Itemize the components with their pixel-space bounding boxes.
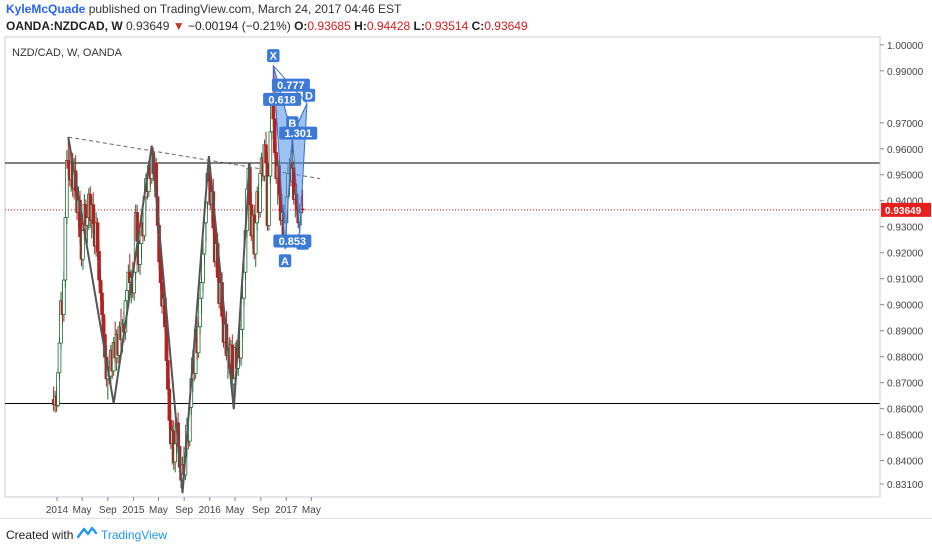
tradingview-brand-link[interactable]: TradingView <box>101 528 168 542</box>
high-label: H: <box>354 19 367 33</box>
harmonic-point-b-label: B <box>288 118 296 130</box>
harmonic-ratio-label: 1.301 <box>284 128 312 140</box>
close-label: C: <box>471 19 485 33</box>
y-tick-label: 0.84000 <box>887 457 924 468</box>
y-tick-label: 0.92000 <box>887 249 924 260</box>
open-label: O: <box>294 19 308 33</box>
author-link[interactable]: KyleMcQuade <box>6 2 86 16</box>
y-tick-label: 1.00000 <box>887 41 924 52</box>
y-tick-label: 0.83100 <box>887 480 924 491</box>
harmonic-point-d-label-bg <box>302 88 316 102</box>
candle-body <box>300 208 305 211</box>
footer-bar: Created with TradingView <box>0 518 932 551</box>
harmonic-ratio-label: 0.618 <box>268 94 296 106</box>
x-tick-label: 2016 <box>199 505 222 516</box>
last-price-badge <box>881 202 931 217</box>
y-tick-label: 0.91000 <box>887 275 924 286</box>
harmonic-ratio-label-bg <box>279 126 318 140</box>
y-tick-label: 0.87000 <box>887 379 924 390</box>
harmonic-ratio-label-bg <box>271 78 310 92</box>
last-price-badge-label: 0.93649 <box>885 206 922 217</box>
y-tick-label: 0.95000 <box>887 171 924 182</box>
harmonic-point-a-label-bg <box>278 254 292 268</box>
x-tick-label: 2015 <box>122 505 145 516</box>
created-with-text: Created with <box>6 528 74 542</box>
y-tick-label: 0.93000 <box>887 223 924 234</box>
y-tick-label: 0.85000 <box>887 431 924 442</box>
harmonic-ratio-label-bg <box>263 92 302 106</box>
y-tick-label: 0.90000 <box>887 301 924 312</box>
y-tick-label: 0.88000 <box>887 353 924 364</box>
y-tick-label: 0.96000 <box>887 145 924 156</box>
x-tick-label: May <box>73 505 92 516</box>
close-value: 0.93649 <box>484 19 528 33</box>
x-tick-label: May <box>226 505 245 516</box>
x-tick-label: May <box>302 505 321 516</box>
harmonic-point-x-label-bg <box>267 49 280 63</box>
open-value: 0.93685 <box>307 19 351 33</box>
symbol-label: OANDA:NZDCAD, W <box>6 19 123 33</box>
down-arrow-icon: ▼ <box>172 19 185 33</box>
harmonic-point-x-label: X <box>270 51 278 63</box>
harmonic-ratio-label: 0.853 <box>279 236 307 248</box>
y-tick-label: 0.94000 <box>887 197 924 208</box>
y-tick-label: 0.99000 <box>887 67 924 78</box>
publish-text: published on TradingView.com, March 24, … <box>88 2 402 16</box>
x-tick-label: Sep <box>175 505 193 516</box>
chart-title: NZD/CAD, W, OANDA <box>12 47 123 59</box>
last-price: 0.93649 <box>126 19 170 33</box>
x-tick-label: 2014 <box>46 505 69 516</box>
price-chart[interactable]: NZD/CAD, W, OANDA XABCD0.6180.7771.3010.… <box>0 0 932 518</box>
y-tick-label: 0.89000 <box>887 327 924 338</box>
publish-info: KyleMcQuade published on TradingView.com… <box>6 2 401 16</box>
zigzag-pattern-line[interactable] <box>67 136 251 494</box>
harmonic-point-d-label: D <box>305 90 313 102</box>
harmonic-ratio-label: 0.777 <box>277 80 305 92</box>
price-change: −0.00194 (−0.21%) <box>187 19 291 33</box>
harmonic-ratio-label-bg <box>273 234 312 248</box>
ohlc-legend: OANDA:NZDCAD, W 0.93649 ▼ −0.00194 (−0.2… <box>6 19 528 33</box>
high-value: 0.94428 <box>366 19 411 33</box>
x-tick-label: Sep <box>99 505 117 516</box>
harmonic-point-b-label-bg <box>286 116 299 130</box>
low-label: L: <box>413 19 425 33</box>
tradingview-logo-icon <box>77 526 97 539</box>
harmonic-point-a-label: A <box>281 256 289 268</box>
low-value: 0.93514 <box>424 19 469 33</box>
candle-body <box>63 217 68 281</box>
x-tick-label: 2017 <box>275 505 298 516</box>
x-tick-label: May <box>149 505 168 516</box>
x-tick-label: Sep <box>252 505 270 516</box>
y-tick-label: 0.86000 <box>887 405 924 416</box>
y-tick-label: 0.97000 <box>887 119 924 130</box>
